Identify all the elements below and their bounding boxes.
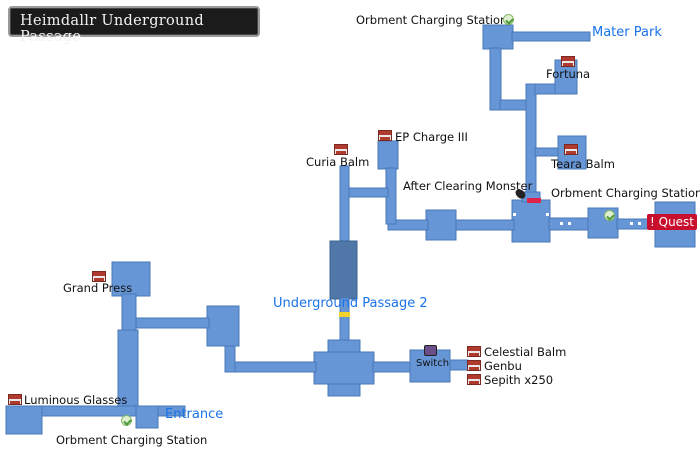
item-label-sepith: Sepith x250: [484, 373, 554, 387]
area-label-mater-park[interactable]: Mater Park: [592, 25, 662, 40]
corridor: [134, 317, 210, 329]
corridor: [511, 31, 591, 42]
map-title-banner: Heimdallr Underground Passage: [8, 6, 260, 45]
note-after-clearing: After Clearing Monster: [403, 179, 533, 193]
treasure-chest-icon: [561, 56, 575, 67]
orbment-label-bottom: Orbment Charging Station: [56, 433, 208, 447]
map-title: Heimdallr Underground Passage: [20, 13, 204, 45]
corridor: [482, 24, 514, 50]
orbment-label-top: Orbment Charging Station: [356, 13, 508, 27]
corridor: [206, 305, 240, 347]
corridor: [339, 165, 350, 243]
item-label-celestial-balm: Celestial Balm: [484, 345, 567, 359]
corridor: [489, 47, 502, 111]
area-label-entrance[interactable]: Entrance: [165, 407, 224, 422]
item-label-fortuna: Fortuna: [546, 67, 591, 81]
switch-label: Switch: [416, 358, 450, 369]
corridor: [377, 140, 399, 170]
item-label-curia-balm: Curia Balm: [306, 155, 370, 169]
corridor: [425, 209, 457, 241]
item-label-ep-charge: EP Charge III: [395, 130, 468, 144]
treasure-chest-icon: [378, 130, 392, 141]
item-label-teara-balm: Teara Balm: [551, 157, 615, 171]
corridor: [121, 293, 137, 335]
treasure-chest-icon: [467, 374, 481, 385]
passage-room: [329, 240, 358, 300]
switch-icon[interactable]: [424, 345, 437, 356]
orbment-label-right: Orbment Charging Station: [551, 186, 700, 200]
orbment-charging-icon: [503, 14, 514, 25]
treasure-chest-icon: [467, 346, 481, 357]
red-gate: [527, 198, 541, 203]
item-label-luminous-glasses: Luminous Glasses: [24, 393, 128, 407]
treasure-chest-icon: [564, 144, 578, 155]
corridor: [534, 147, 561, 157]
corridor: [525, 83, 537, 193]
corridor: [231, 361, 317, 373]
quest-marker[interactable]: ! Quest: [647, 214, 698, 230]
corridor: [387, 219, 429, 231]
yellow-gate: [339, 312, 350, 317]
corridor: [313, 351, 375, 385]
corridor: [372, 361, 414, 373]
corridor: [347, 187, 389, 198]
corridor: [455, 219, 515, 231]
item-label-grand-press: Grand Press: [63, 281, 133, 295]
corridor: [135, 405, 159, 429]
treasure-chest-icon: [8, 394, 22, 405]
item-label-genbu: Genbu: [484, 359, 522, 373]
corridor: [39, 405, 186, 417]
orbment-charging-icon: [604, 210, 615, 221]
area-label-underground-passage-2[interactable]: Underground Passage 2: [273, 296, 428, 311]
treasure-chest-icon: [92, 271, 106, 282]
corridor: [449, 359, 469, 371]
treasure-chest-icon: [334, 144, 348, 155]
corridor: [511, 199, 551, 243]
corridor: [5, 405, 43, 435]
orbment-charging-icon: [121, 415, 132, 426]
treasure-chest-icon: [467, 360, 481, 371]
